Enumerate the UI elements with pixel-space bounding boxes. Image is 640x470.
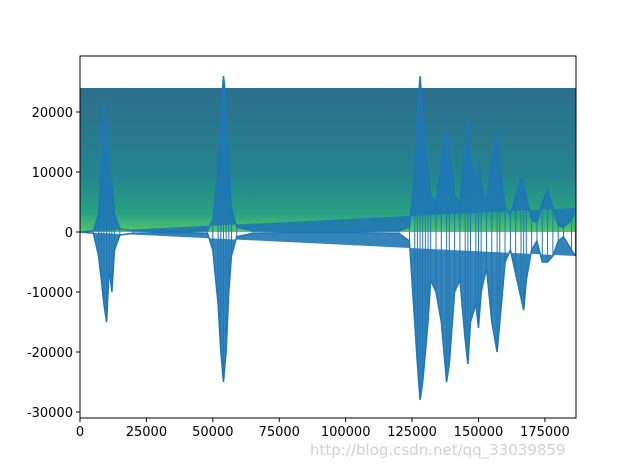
x-tick-label: 75000 — [259, 425, 300, 440]
x-tick-label: 25000 — [126, 425, 167, 440]
waveform-envelope — [79, 75, 577, 233]
y-tick-label: 0 — [65, 226, 73, 241]
y-tick-label: -30000 — [27, 406, 73, 421]
y-tick-label: 20000 — [32, 106, 73, 121]
x-tick-label: 100000 — [321, 425, 371, 440]
y-tick-label: -20000 — [27, 346, 73, 361]
watermark: http://blog.csdn.net/qq_33039859 — [310, 441, 566, 460]
x-tick-label: 125000 — [387, 425, 437, 440]
plot-frame — [79, 55, 577, 419]
waveform-envelope — [79, 231, 577, 401]
x-tick-label: 175000 — [520, 425, 570, 440]
x-tick-label: 150000 — [454, 425, 504, 440]
x-tick-label: 50000 — [192, 425, 233, 440]
y-tick-label: 10000 — [32, 166, 73, 181]
y-tick-label: -10000 — [27, 286, 73, 301]
x-tick-label: 0 — [76, 425, 84, 440]
